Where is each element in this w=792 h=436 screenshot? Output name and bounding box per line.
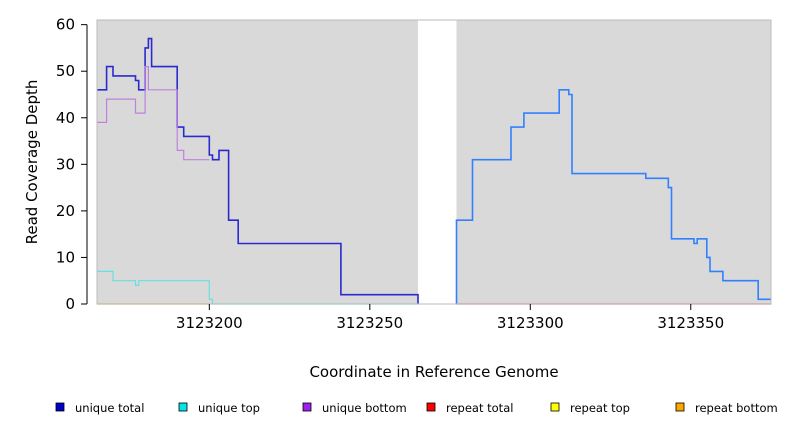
y-tick-label: 30 (56, 155, 75, 173)
plot-frame (96, 19, 772, 305)
legend-label: unique bottom (322, 401, 407, 415)
legend-swatch (178, 402, 188, 412)
y-axis: 0 10 20 30 40 50 60 (56, 16, 88, 313)
series-line-unique-bottom (97, 65, 210, 161)
y-tick-label: 60 (56, 16, 75, 34)
y-tick-label: 20 (56, 202, 75, 220)
legend-label: unique top (198, 401, 260, 415)
x-tick-label: 3123300 (497, 314, 564, 332)
legend-label: repeat bottom (695, 401, 778, 415)
y-tick-label: 40 (56, 109, 75, 127)
x-tick-label: 3123250 (336, 314, 403, 332)
x-tick-label: 3123350 (657, 314, 724, 332)
y-tick-label: 50 (56, 62, 75, 80)
legend-swatch (426, 402, 436, 412)
x-tick-label: 3123200 (176, 314, 243, 332)
legend-label: repeat total (446, 401, 513, 415)
x-axis: 3123200 3123250 3123300 3123350 (176, 304, 724, 332)
y-tick-label: 10 (56, 248, 75, 266)
x-axis-label: Coordinate in Reference Genome (309, 363, 558, 381)
series-line-right-segment (455, 89, 771, 304)
y-axis-label: Read Coverage Depth (23, 80, 41, 245)
legend-swatch (302, 402, 312, 412)
legend-label: unique total (75, 401, 144, 415)
y-tick-label: 0 (65, 295, 75, 313)
gap-region (417, 20, 457, 304)
legend-label: repeat top (570, 401, 630, 415)
legend-swatch (675, 402, 685, 412)
legend: unique total unique top unique bottom repea… (55, 401, 778, 415)
series-line-unique-top (97, 270, 418, 305)
legend-swatch (550, 402, 560, 412)
legend-swatch (55, 402, 65, 412)
